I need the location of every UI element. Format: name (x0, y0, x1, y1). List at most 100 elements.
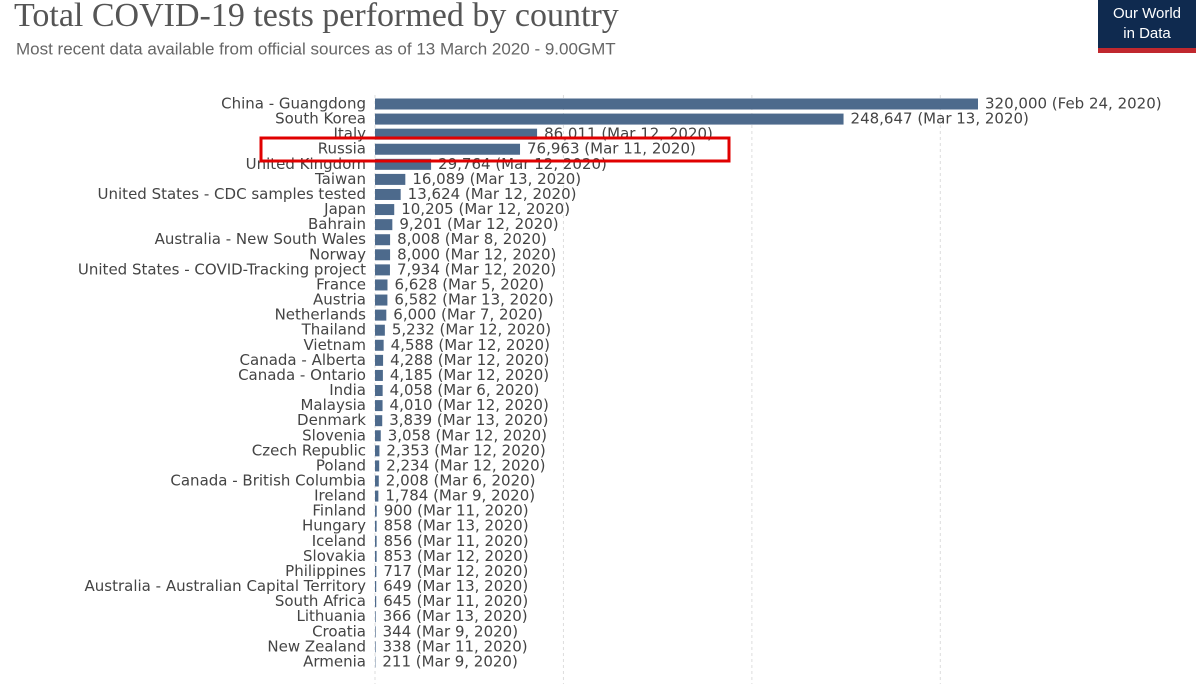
bar (375, 565, 377, 577)
bar (375, 626, 376, 638)
value-label: 366 (Mar 13, 2020) (383, 607, 528, 625)
logo-box (1098, 0, 1196, 48)
category-label: Hungary (302, 517, 366, 535)
value-label: 853 (Mar 12, 2020) (384, 547, 529, 565)
bar (375, 143, 521, 155)
bar (375, 204, 395, 216)
category-label: France (316, 275, 366, 293)
value-label: 1,784 (Mar 9, 2020) (385, 487, 535, 505)
category-label: Canada - British Columbia (170, 472, 366, 490)
bar (375, 641, 376, 653)
bar (375, 505, 377, 517)
value-label: 645 (Mar 11, 2020) (383, 592, 528, 610)
value-label: 4,010 (Mar 12, 2020) (390, 396, 549, 414)
value-label: 4,588 (Mar 12, 2020) (391, 336, 550, 354)
value-label: 900 (Mar 11, 2020) (384, 502, 529, 520)
value-label: 76,963 (Mar 11, 2020) (527, 140, 696, 158)
bar (375, 113, 844, 125)
category-label: Croatia (312, 622, 366, 640)
bar (375, 611, 376, 623)
bar (375, 550, 377, 562)
category-label: Slovakia (303, 547, 366, 565)
value-label: 2,353 (Mar 12, 2020) (386, 441, 545, 459)
bar (375, 128, 538, 140)
value-label: 858 (Mar 13, 2020) (384, 517, 529, 535)
category-label: Ireland (314, 487, 366, 505)
bar (375, 339, 384, 351)
chart-subtitle: Most recent data available from official… (16, 39, 616, 58)
bar (375, 173, 406, 185)
bar (375, 369, 383, 381)
value-label: 320,000 (Feb 24, 2020) (985, 95, 1162, 113)
category-label: Japan (323, 200, 366, 218)
bar (375, 264, 390, 276)
category-label: United States - COVID-Tracking project (78, 260, 366, 278)
category-label: South Africa (275, 592, 366, 610)
category-label: Norway (309, 245, 366, 263)
value-label: 8,000 (Mar 12, 2020) (397, 245, 556, 263)
category-label: Thailand (301, 321, 366, 339)
category-label: Vietnam (303, 336, 366, 354)
bar (375, 234, 391, 246)
bar (375, 596, 377, 608)
value-label: 3,839 (Mar 13, 2020) (389, 411, 548, 429)
value-label: 8,008 (Mar 8, 2020) (397, 230, 547, 248)
value-label: 856 (Mar 11, 2020) (384, 532, 529, 550)
bar (375, 309, 387, 321)
category-label: Finland (312, 502, 366, 520)
category-label: Iceland (312, 532, 366, 550)
value-label: 2,234 (Mar 12, 2020) (386, 456, 545, 474)
value-label: 2,008 (Mar 6, 2020) (386, 472, 536, 490)
category-label: New Zealand (267, 637, 366, 655)
value-label: 4,185 (Mar 12, 2020) (390, 366, 549, 384)
category-label: Armenia (303, 652, 366, 670)
category-label: Netherlands (275, 306, 367, 324)
logo-stripe (1098, 48, 1196, 53)
bar (375, 354, 384, 366)
category-label: Philippines (285, 562, 366, 580)
value-label: 9,201 (Mar 12, 2020) (399, 215, 558, 233)
bar (375, 98, 978, 110)
category-label: Canada - Alberta (240, 351, 366, 369)
category-label: Malaysia (300, 396, 366, 414)
bar (375, 520, 377, 532)
bar (375, 324, 385, 336)
bar (375, 188, 401, 200)
category-label: Slovenia (302, 426, 366, 444)
bar (375, 158, 432, 170)
bar (375, 581, 377, 593)
bar (375, 460, 380, 472)
category-label: Taiwan (314, 170, 366, 188)
value-label: 211 (Mar 9, 2020) (382, 652, 517, 670)
value-label: 16,089 (Mar 13, 2020) (412, 170, 581, 188)
bar (375, 490, 379, 502)
category-label: Russia (318, 140, 366, 158)
category-label: Austria (313, 291, 366, 309)
category-label: Poland (316, 456, 366, 474)
value-label: 10,205 (Mar 12, 2020) (401, 200, 570, 218)
logo-text: Our World (1113, 5, 1181, 22)
value-label: 5,232 (Mar 12, 2020) (392, 321, 551, 339)
bar (375, 430, 381, 442)
bar (375, 279, 388, 291)
category-label: Czech Republic (252, 441, 366, 459)
value-label: 13,624 (Mar 12, 2020) (408, 185, 577, 203)
logo-text: in Data (1123, 25, 1171, 42)
category-label: Canada - Ontario (238, 366, 366, 384)
category-label: Australia - Australian Capital Territory (85, 577, 367, 595)
category-label: United Kingdom (246, 155, 366, 173)
chart-title: Total COVID-19 tests performed by countr… (14, 0, 619, 34)
value-label: 7,934 (Mar 12, 2020) (397, 260, 556, 278)
value-label: 6,000 (Mar 7, 2020) (393, 306, 543, 324)
category-label: United States - CDC samples tested (98, 185, 366, 203)
category-label: India (329, 381, 366, 399)
value-label: 649 (Mar 13, 2020) (383, 577, 528, 595)
category-label: South Korea (275, 110, 366, 128)
bar (375, 219, 393, 231)
highlight-box (259, 136, 731, 163)
bar (375, 400, 383, 412)
bar (375, 535, 377, 547)
value-label: 6,582 (Mar 13, 2020) (394, 291, 553, 309)
value-label: 717 (Mar 12, 2020) (383, 562, 528, 580)
value-label: 4,058 (Mar 6, 2020) (390, 381, 540, 399)
